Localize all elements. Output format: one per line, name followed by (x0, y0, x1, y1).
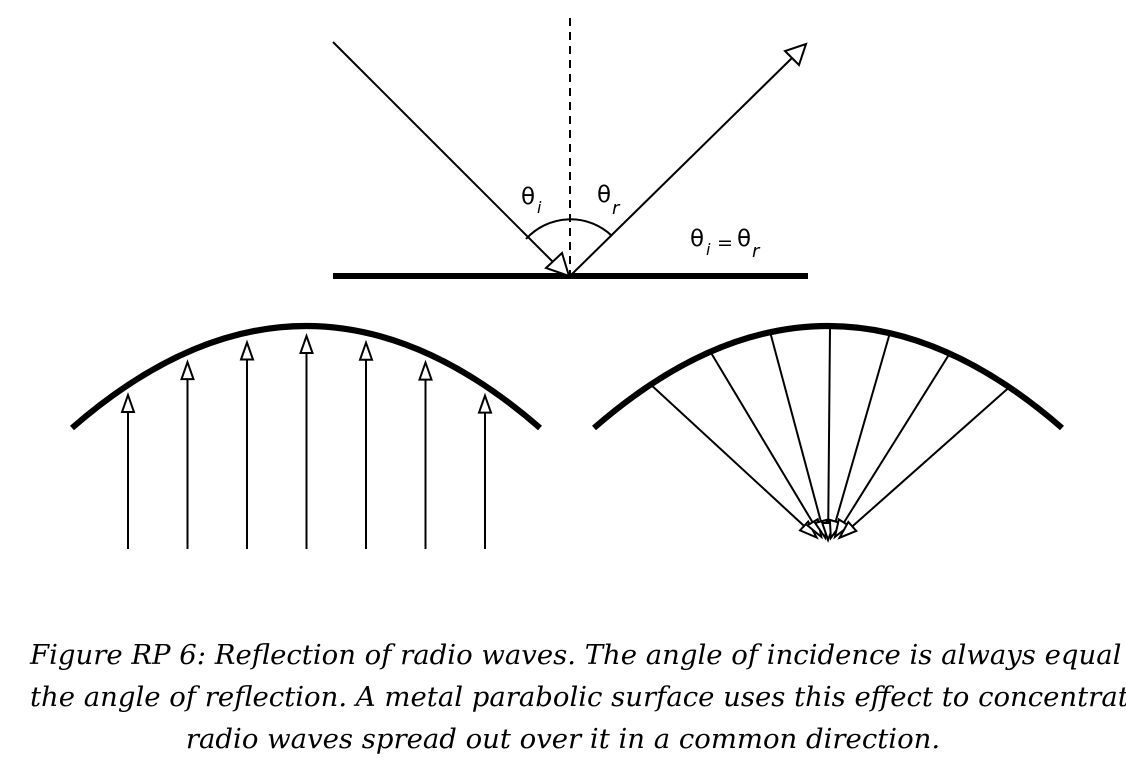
incoming-ray-arrowhead-2 (180, 359, 195, 381)
incoming-ray-arrowhead-3 (239, 339, 255, 361)
focusing-ray-5 (833, 334, 891, 525)
reflection-law-diagram: θ i θ r θ i = θ r (332, 18, 808, 279)
incoming-ray-arrowhead-6 (418, 359, 433, 381)
incidence-angle-arc (525, 218, 613, 240)
focusing-ray-7 (849, 387, 1009, 530)
reflection-angle-label: θ r (597, 182, 621, 219)
svg-text:θ: θ (690, 226, 704, 252)
reflected-ray-arrowhead (783, 42, 808, 67)
incident-ray (332, 41, 554, 263)
svg-text:i: i (706, 240, 711, 259)
parabolic-dish-right (592, 323, 1064, 431)
parallel-rays (120, 332, 493, 549)
focusing-ray-1 (651, 384, 807, 529)
incoming-ray-arrowhead-7 (477, 392, 493, 414)
parabolic-dish-left (70, 323, 542, 431)
figure-caption: Figure RP 6: Reflection of radio waves. … (30, 634, 1126, 760)
svg-text:r: r (752, 241, 761, 262)
focusing-ray-3 (769, 333, 823, 525)
reflection-law-equation: θ i = θ r (690, 226, 761, 262)
svg-text:θ: θ (521, 184, 535, 210)
svg-text:r: r (612, 198, 621, 219)
reflection-figure: θ i θ r θ i = θ r (70, 18, 1064, 549)
focusing-ray-arrowhead-6 (833, 517, 851, 540)
caption-line-1: Figure RP 6: Reflection of radio waves. … (30, 639, 1126, 671)
caption-line-2: the angle of reflection. A metal parabol… (30, 681, 1126, 713)
incidence-angle-label: θ i (521, 184, 542, 217)
incoming-ray-arrowhead-4 (299, 332, 314, 355)
focusing-ray-arrowhead-7 (837, 520, 858, 540)
dish-focusing-rays (592, 323, 1064, 544)
focusing-ray-4 (827, 327, 831, 527)
incoming-ray-arrowhead-5 (358, 339, 374, 361)
dish-incoming-rays (70, 323, 542, 549)
focusing-ray-2 (710, 352, 815, 526)
reflected-ray (569, 56, 794, 277)
svg-text:i: i (537, 198, 542, 217)
svg-text:θ: θ (737, 226, 751, 252)
converging-rays (651, 327, 1009, 544)
svg-text:=: = (717, 232, 733, 254)
focusing-ray-6 (841, 354, 950, 526)
incoming-ray-arrowhead-1 (120, 392, 136, 414)
svg-text:θ: θ (597, 182, 611, 208)
caption-line-3: radio waves spread out over it in a comm… (185, 723, 941, 755)
incident-ray-arrowhead (544, 251, 571, 278)
